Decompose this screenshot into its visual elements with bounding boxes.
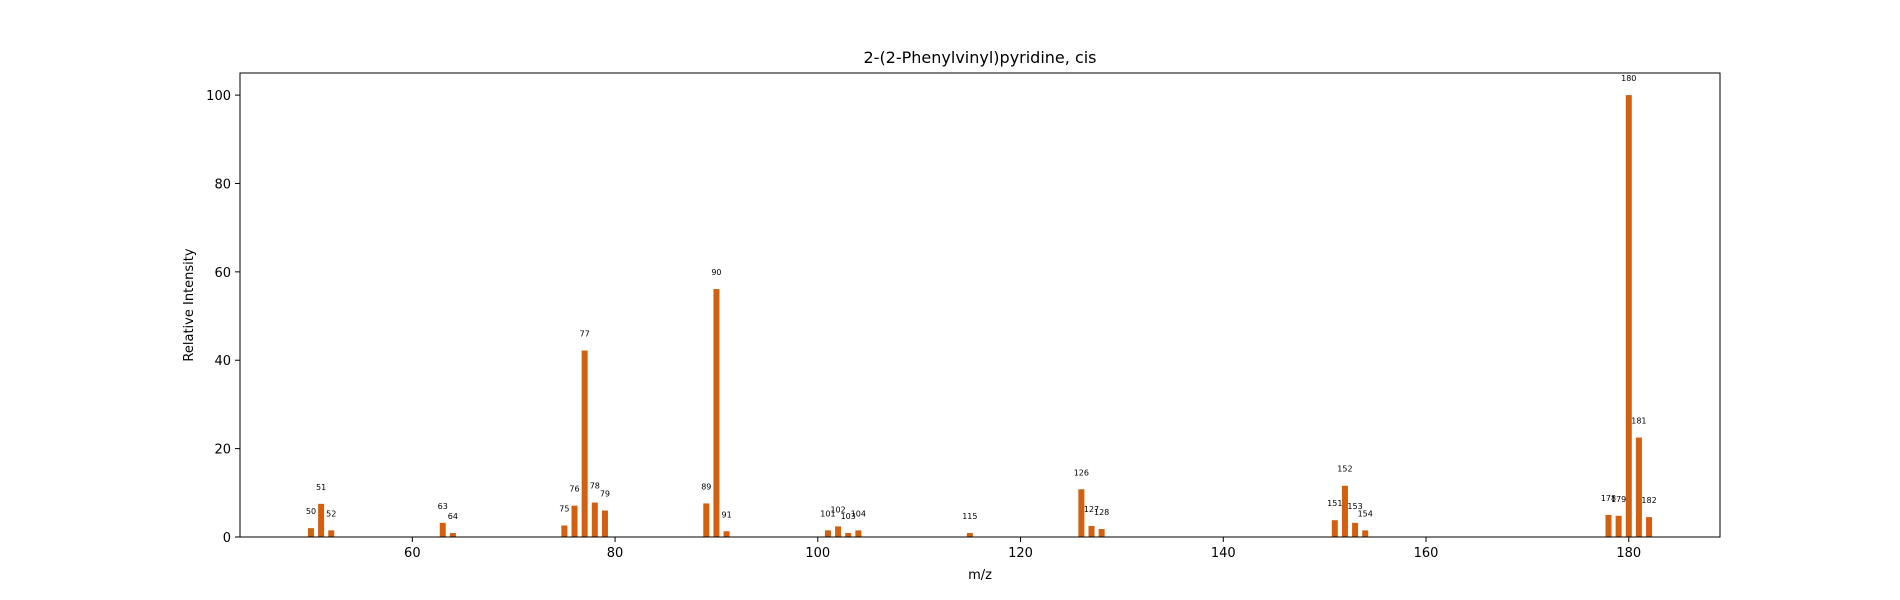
- bar-mz-64: [449, 533, 456, 537]
- bar-mz-101: [824, 530, 831, 537]
- peak-label-101: 101: [820, 509, 835, 518]
- bar-mz-154: [1362, 530, 1369, 537]
- peak-label-127: 127: [1084, 505, 1099, 514]
- bar-mz-50: [307, 528, 314, 537]
- peak-label-115: 115: [962, 512, 977, 521]
- peak-label-153: 153: [1347, 502, 1362, 511]
- bar-mz-182: [1646, 517, 1653, 537]
- peak-label-51: 51: [316, 483, 326, 492]
- y-tick-label-40: 40: [214, 354, 231, 369]
- bar-mz-181: [1635, 437, 1642, 537]
- peak-label-104: 104: [851, 509, 866, 518]
- bars-group: [307, 95, 1653, 537]
- bar-mz-178: [1605, 514, 1612, 537]
- y-tick-label-0: 0: [223, 531, 231, 546]
- bar-mz-89: [703, 503, 710, 537]
- bar-mz-153: [1352, 522, 1359, 537]
- y-axis-label: Relative Intensity: [182, 248, 197, 361]
- bar-mz-128: [1098, 529, 1105, 537]
- peak-label-75: 75: [559, 505, 569, 514]
- peak-label-76: 76: [569, 485, 579, 494]
- peak-label-151: 151: [1327, 499, 1342, 508]
- bar-mz-102: [835, 526, 842, 537]
- x-tick-label-100: 100: [805, 546, 830, 561]
- x-axis-label: m/z: [968, 568, 992, 583]
- bar-mz-78: [591, 502, 598, 537]
- peak-label-52: 52: [326, 509, 336, 518]
- peak-label-126: 126: [1074, 468, 1089, 477]
- plot-area-frame: [239, 72, 1721, 538]
- y-tick-label-20: 20: [214, 443, 231, 458]
- chart-title: 2-(2-Phenylvinyl)pyridine, cis: [863, 48, 1096, 67]
- peak-label-78: 78: [590, 482, 600, 491]
- bar-mz-103: [845, 533, 852, 537]
- x-axis-ticks: 60 80 100 120 140 160 180: [404, 537, 1641, 561]
- bar-mz-151: [1331, 520, 1338, 537]
- bar-mz-76: [571, 505, 578, 537]
- x-tick-label-120: 120: [1008, 546, 1033, 561]
- bar-mz-126: [1078, 489, 1085, 537]
- bar-mz-152: [1341, 485, 1348, 537]
- bar-mz-75: [561, 525, 568, 537]
- peak-label-63: 63: [438, 502, 448, 511]
- peak-label-128: 128: [1094, 508, 1109, 517]
- bar-mz-90: [713, 289, 720, 537]
- bar-mz-79: [601, 510, 608, 537]
- peak-label-182: 182: [1641, 496, 1656, 505]
- bar-mz-51: [318, 503, 325, 537]
- bar-mz-115: [966, 533, 973, 537]
- peak-label-64: 64: [448, 512, 458, 521]
- peak-label-90: 90: [711, 268, 721, 277]
- peak-label-89: 89: [701, 482, 711, 491]
- x-tick-label-160: 160: [1414, 546, 1439, 561]
- x-tick-label-60: 60: [404, 546, 421, 561]
- peak-label-178: 178: [1601, 494, 1616, 503]
- bar-mz-180: [1625, 95, 1632, 537]
- x-tick-label-80: 80: [607, 546, 624, 561]
- x-tick-label-180: 180: [1616, 546, 1641, 561]
- x-tick-label-140: 140: [1211, 546, 1236, 561]
- bar-mz-127: [1088, 525, 1095, 537]
- bar-mz-52: [328, 530, 335, 537]
- bar-mz-104: [855, 530, 862, 537]
- y-tick-label-60: 60: [214, 266, 231, 281]
- bar-mz-179: [1615, 515, 1622, 537]
- y-axis-ticks: 0 20 40 60 80 100: [206, 89, 240, 546]
- peak-label-77: 77: [580, 330, 590, 339]
- peak-label-91: 91: [721, 510, 731, 519]
- peak-label-50: 50: [306, 507, 316, 516]
- peak-label-102: 102: [830, 505, 845, 514]
- bar-mz-63: [439, 522, 446, 537]
- bar-mz-91: [723, 531, 730, 537]
- peak-label-154: 154: [1358, 509, 1373, 518]
- peak-label-180: 180: [1621, 74, 1636, 83]
- peak-label-152: 152: [1337, 465, 1352, 474]
- peak-label-181: 181: [1631, 417, 1646, 426]
- y-tick-label-80: 80: [214, 177, 231, 192]
- peak-label-103: 103: [841, 512, 856, 521]
- bar-mz-77: [581, 350, 588, 537]
- y-tick-label-100: 100: [206, 89, 231, 104]
- peak-label-179: 179: [1611, 495, 1626, 504]
- peak-label-79: 79: [600, 489, 610, 498]
